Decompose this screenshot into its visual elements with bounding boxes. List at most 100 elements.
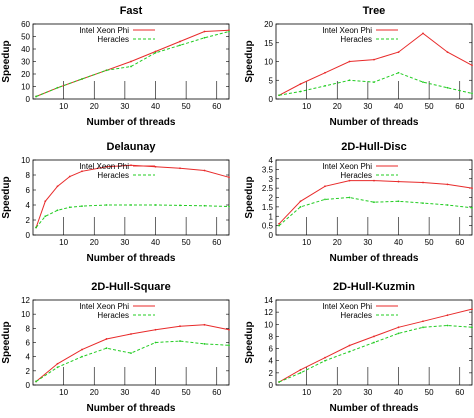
y-tick-label: 10 <box>21 83 30 92</box>
data-point <box>81 348 83 351</box>
x-tick-label: 60 <box>212 102 221 111</box>
data-point <box>446 204 449 206</box>
data-point <box>228 328 230 331</box>
data-point <box>397 71 400 74</box>
data-point <box>179 204 181 207</box>
x-tick-label: 40 <box>151 238 160 247</box>
plot-frame <box>32 299 230 386</box>
y-tick-label: 30 <box>21 58 30 67</box>
data-point <box>348 79 351 82</box>
x-tick-label: 60 <box>212 388 221 397</box>
data-point <box>324 198 326 201</box>
series-line-intel-xeon-phi <box>35 29 230 97</box>
chart-title: 2D-Hull-Disc <box>341 141 406 153</box>
legend-label: Intel Xeon Phi <box>79 26 129 35</box>
x-tick-label: 20 <box>333 102 342 111</box>
data-point <box>299 205 302 208</box>
data-point <box>446 183 449 186</box>
data-point <box>348 196 351 199</box>
y-tick-label: 40 <box>21 45 30 54</box>
y-tick-label: 10 <box>264 320 273 329</box>
x-tick-label: 50 <box>182 238 191 247</box>
x-tick-label: 60 <box>455 388 464 397</box>
x-tick-label: 20 <box>90 238 99 247</box>
data-point <box>446 86 449 89</box>
y-tick-label: 10 <box>21 156 30 165</box>
legend-label: Intel Xeon Phi <box>322 26 372 35</box>
x-tick-label: 30 <box>120 102 129 111</box>
x-tick-label: 50 <box>425 238 434 247</box>
y-tick-label: 0 <box>269 381 274 390</box>
y-tick-label: 15 <box>264 39 273 48</box>
data-point <box>105 347 108 350</box>
data-point <box>446 51 449 54</box>
subplot-3: 10 20 30 40 50 60 0 2 4 6 8 10 Delaunay Number of thr… <box>1 141 230 264</box>
x-tick-label: 10 <box>59 388 68 397</box>
y-tick-label: 12 <box>21 296 30 305</box>
y-axis-label: Speedup <box>244 321 255 363</box>
data-point <box>471 308 473 311</box>
y-tick-label: 6 <box>269 345 274 354</box>
y-tick-label: 8 <box>269 332 274 341</box>
x-axis-label: Number of threads <box>330 403 419 414</box>
y-tick-label: 0.5 <box>262 222 274 231</box>
data-point <box>203 323 206 326</box>
data-point <box>324 359 326 362</box>
data-point <box>324 84 326 87</box>
data-point <box>179 40 181 43</box>
data-point <box>299 83 302 85</box>
series-line-intel-xeon-phi <box>35 164 230 228</box>
data-point <box>68 206 71 209</box>
data-point <box>278 381 280 383</box>
data-point <box>397 326 400 329</box>
data-point <box>373 179 375 182</box>
y-tick-label: 2 <box>26 367 31 376</box>
y-tick-label: 50 <box>21 33 30 42</box>
y-tick-label: 6 <box>26 186 31 195</box>
y-tick-label: 5 <box>269 76 274 85</box>
plot-frame <box>32 159 230 236</box>
data-point <box>81 170 83 173</box>
y-tick-label: 0 <box>269 231 274 240</box>
data-point <box>471 206 473 209</box>
data-point <box>373 335 375 338</box>
data-point <box>179 167 181 170</box>
data-point <box>348 344 351 347</box>
y-tick-label: 20 <box>264 20 273 29</box>
y-axis-label: Speedup <box>1 176 12 218</box>
data-point <box>56 362 59 365</box>
x-tick-label: 40 <box>151 102 160 111</box>
data-point <box>228 205 230 208</box>
subplot-4: 10 20 30 40 50 60 00.511.522.533.54 2D-Hull-Dis… <box>244 141 473 264</box>
data-point <box>228 29 230 32</box>
x-tick-label: 30 <box>363 102 372 111</box>
x-tick-label: 20 <box>90 388 99 397</box>
x-tick-label: 40 <box>394 102 403 111</box>
data-point <box>56 86 59 89</box>
x-tick-label: 40 <box>394 238 403 247</box>
series-line-intel-xeon-phi <box>278 308 473 383</box>
data-point <box>422 326 424 329</box>
data-point <box>299 200 302 203</box>
y-tick-label: 0 <box>269 95 274 104</box>
legend-label: Intel Xeon Phi <box>322 162 372 171</box>
y-tick-label: 1.5 <box>262 203 274 212</box>
chart-title: Tree <box>363 5 386 17</box>
legend-label: Intel Xeon Phi <box>79 302 129 311</box>
data-point <box>471 64 473 67</box>
data-point <box>299 368 302 371</box>
data-point <box>44 200 47 203</box>
legend-label: Heracles <box>340 35 372 44</box>
x-tick-label: 30 <box>363 238 372 247</box>
x-tick-label: 50 <box>425 388 434 397</box>
data-point <box>471 92 473 95</box>
data-point <box>179 44 181 47</box>
data-point <box>44 215 47 218</box>
data-point <box>422 181 424 184</box>
data-point <box>228 176 230 179</box>
y-tick-label: 2 <box>26 216 31 225</box>
data-point <box>68 175 71 178</box>
data-point <box>397 332 400 335</box>
y-tick-label: 8 <box>26 171 31 180</box>
x-axis-label: Number of threads <box>87 117 176 128</box>
